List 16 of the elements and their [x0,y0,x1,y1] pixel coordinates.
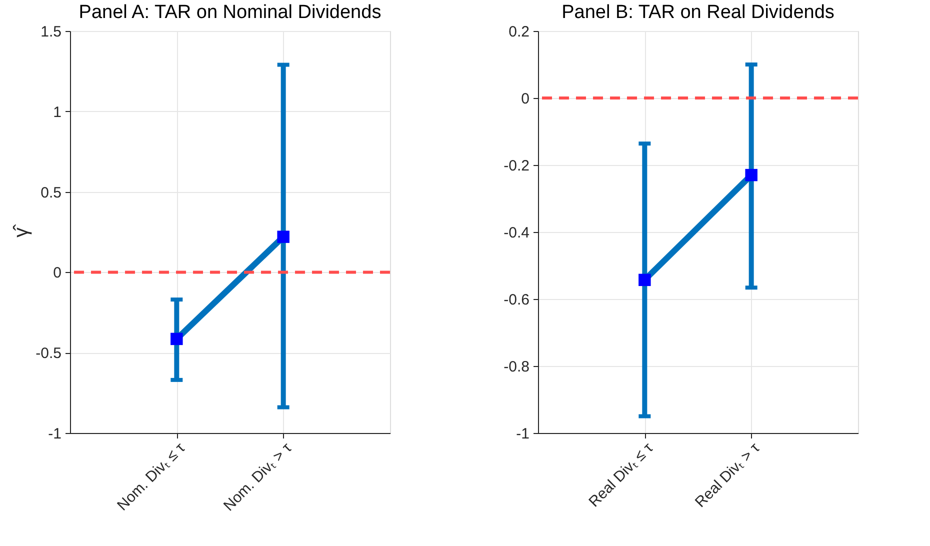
y-tick-label: 0 [53,264,62,282]
chart-title: Panel B: TAR on Real Dividends [562,2,834,23]
y-axis-title: γ̂ [10,224,33,238]
y-tick-label: -0.6 [504,292,530,308]
y-tick-label: 0 [521,90,530,108]
y-tick-label: -0.4 [504,224,530,242]
y-tick-label: 1 [53,104,62,121]
y-tick-label: -0.5 [36,345,62,362]
y-tick-label: -1 [516,426,530,442]
y-tick-label: 0.5 [40,184,62,202]
y-tick-label: 0.2 [508,24,530,40]
y-tick-label: 1.5 [40,24,62,40]
chart-title: Panel A: TAR on Nominal Dividends [78,2,382,23]
y-tick-label: -1 [48,426,62,442]
y-tick-label: -0.8 [504,358,530,376]
y-tick-label: -0.2 [504,158,530,174]
